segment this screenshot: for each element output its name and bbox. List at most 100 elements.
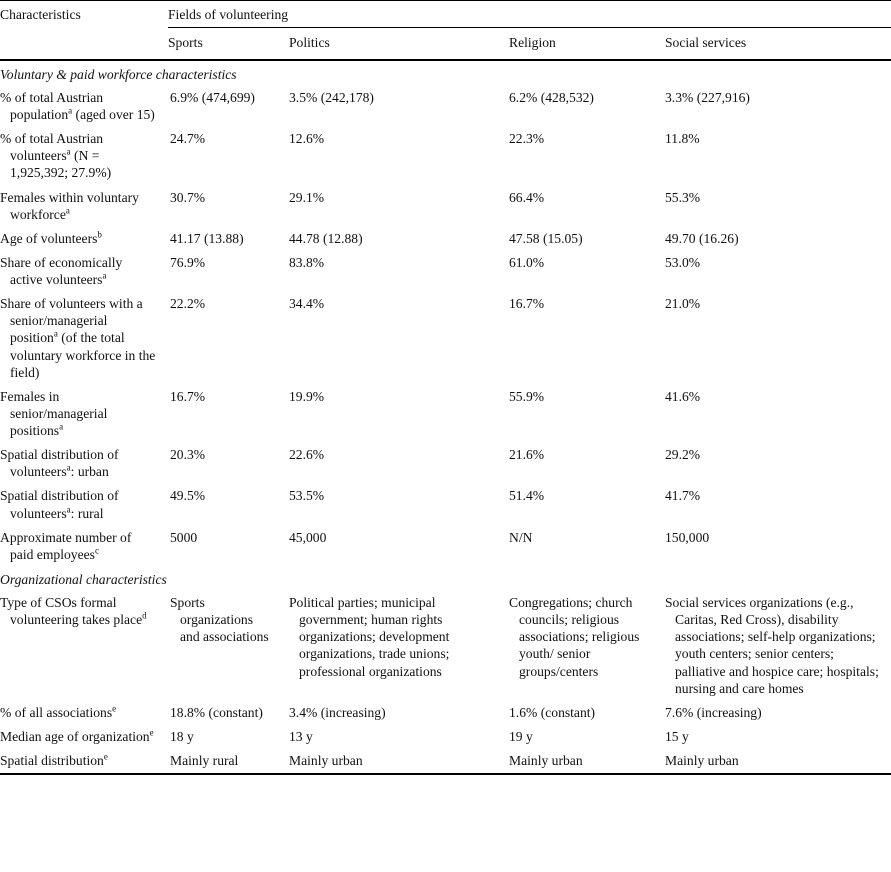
cell-value: 3.5% (242,178) bbox=[289, 89, 374, 105]
row-label-text: % of total Austrian volunteers bbox=[0, 131, 104, 164]
table-row: % of total Austrian volunteersa (N = 1,9… bbox=[0, 127, 891, 185]
cell-value: 18.8% (constant) bbox=[170, 704, 263, 720]
cell-value: Mainly urban bbox=[289, 753, 363, 768]
cell-value: Political parties; municipal government;… bbox=[289, 595, 450, 679]
table-row: Type of CSOs formal volunteering takes p… bbox=[0, 591, 891, 701]
cell-value: 21.0% bbox=[665, 296, 701, 312]
row-label-suffix: : urban bbox=[70, 464, 109, 480]
cell-value: 6.2% (428,532) bbox=[509, 89, 594, 105]
row-label-text: Females in senior/managerial positions bbox=[0, 388, 108, 438]
footnote-marker: e bbox=[149, 727, 154, 738]
cell-value: 41.17 (13.88) bbox=[170, 230, 244, 246]
cell-value: 15 y bbox=[665, 728, 689, 744]
row-label-text: % of all associations bbox=[0, 704, 113, 720]
row-label-text: Type of CSOs formal volunteering takes p… bbox=[0, 595, 143, 628]
cell-value: Mainly urban bbox=[509, 753, 583, 768]
column-header-row: Sports Politics Religion Social services bbox=[0, 27, 891, 62]
cell-value: 24.7% bbox=[170, 131, 206, 147]
row-label: Females within voluntary workforcea bbox=[0, 185, 168, 226]
cell-value: Mainly rural bbox=[170, 753, 239, 768]
cell-value: 53.5% bbox=[289, 488, 325, 504]
row-label-suffix: (of the total voluntary workforce in the… bbox=[10, 330, 156, 380]
column-header-religion: Religion bbox=[507, 27, 663, 62]
footnote-marker: d bbox=[142, 610, 147, 621]
cell-value: 22.2% bbox=[170, 296, 206, 312]
cell-value: 29.1% bbox=[289, 189, 325, 205]
cell-value: Congregations; church councils; religiou… bbox=[509, 595, 640, 679]
cell-value: 16.7% bbox=[170, 388, 206, 404]
row-label: % of all associationse bbox=[0, 700, 168, 724]
column-header-sports: Sports bbox=[168, 27, 287, 62]
cell-value: 3.4% (increasing) bbox=[289, 704, 386, 720]
section-title: Organizational characteristics bbox=[0, 572, 167, 588]
section-title: Voluntary & paid workforce characteristi… bbox=[0, 67, 237, 83]
cell-value: 66.4% bbox=[509, 189, 545, 205]
group-header-row: Characteristics Fields of volunteering bbox=[0, 0, 891, 62]
cell-value: 16.7% bbox=[509, 296, 545, 312]
cell-value: 19.9% bbox=[289, 388, 325, 404]
table-row: Spatial distribution of volunteersa: urb… bbox=[0, 443, 891, 484]
cell-value: 29.2% bbox=[665, 447, 701, 463]
cell-value: 83.8% bbox=[289, 254, 325, 270]
row-label: Females in senior/managerial positionsa bbox=[0, 384, 168, 442]
cell-value: 22.3% bbox=[509, 131, 545, 147]
table-row: Spatial distribution of volunteersa: rur… bbox=[0, 484, 891, 525]
row-label: Share of economically active volunteersa bbox=[0, 250, 168, 291]
cell-value: 18 y bbox=[170, 728, 194, 744]
cell-value: 41.7% bbox=[665, 488, 701, 504]
row-label-text: Females within voluntary workforce bbox=[0, 189, 139, 222]
row-label-text: Approximate number of paid employees bbox=[0, 529, 132, 562]
footnote-marker: a bbox=[53, 328, 58, 339]
cell-value: 22.6% bbox=[289, 447, 325, 463]
footnote-marker: a bbox=[102, 270, 107, 281]
cell-value: Mainly urban bbox=[665, 753, 739, 768]
footnote-marker: c bbox=[94, 545, 99, 556]
cell-value: 30.7% bbox=[170, 189, 206, 205]
cell-value: 6.9% (474,699) bbox=[170, 89, 255, 105]
cell-value: 49.70 (16.26) bbox=[665, 230, 739, 246]
footnote-marker: a bbox=[65, 205, 70, 216]
footnote-marker: a bbox=[59, 421, 64, 432]
table-row: Spatial distributione Mainly rural Mainly … bbox=[0, 749, 891, 774]
table-row: Share of volunteers with a senior/manage… bbox=[0, 292, 891, 385]
row-label-text: Age of volunteers bbox=[0, 230, 98, 246]
cell-value: 76.9% bbox=[170, 254, 206, 270]
characteristics-header: Characteristics bbox=[0, 0, 168, 62]
cell-value: 55.3% bbox=[665, 189, 701, 205]
table-row: Approximate number of paid employeesc 500… bbox=[0, 525, 891, 566]
table-header: Characteristics Fields of volunteering S… bbox=[0, 0, 891, 62]
table-row: Females in senior/managerial positionsa 1… bbox=[0, 384, 891, 442]
cell-value: 53.0% bbox=[665, 254, 701, 270]
column-header-politics: Politics bbox=[287, 27, 507, 62]
row-label-suffix: : rural bbox=[70, 505, 104, 521]
cell-value: 55.9% bbox=[509, 388, 545, 404]
row-label-suffix: (N = 1,925,392; 27.9%) bbox=[10, 148, 112, 181]
row-label-text: Median age of organization bbox=[0, 728, 150, 744]
table-row: Age of volunteersb 41.17 (13.88) 44.78 (12… bbox=[0, 226, 891, 250]
cell-value: 21.6% bbox=[509, 447, 545, 463]
cell-value: 41.6% bbox=[665, 388, 701, 404]
row-label: Spatial distribution of volunteersa: urb… bbox=[0, 443, 168, 484]
footnote-marker: e bbox=[103, 751, 108, 762]
row-label: % of total Austrian volunteersa (N = 1,9… bbox=[0, 127, 168, 185]
cell-value: 45,000 bbox=[289, 529, 327, 545]
row-label-text: % of total Austrian population bbox=[0, 89, 104, 122]
cell-value: 51.4% bbox=[509, 488, 545, 504]
row-label: Approximate number of paid employeesc bbox=[0, 525, 168, 566]
row-label: Share of volunteers with a senior/manage… bbox=[0, 292, 168, 385]
row-label-text: Share of volunteers with a senior/manage… bbox=[0, 296, 143, 346]
cell-value: 61.0% bbox=[509, 254, 545, 270]
row-label-text: Spatial distribution of volunteers bbox=[0, 447, 119, 480]
fields-of-volunteering-header: Fields of volunteering bbox=[168, 0, 891, 29]
cell-value: 34.4% bbox=[289, 296, 325, 312]
cell-value: 3.3% (227,916) bbox=[665, 89, 750, 105]
row-label: % of total Austrian populationa (aged ov… bbox=[0, 85, 168, 126]
footnote-marker: a bbox=[66, 146, 71, 157]
table-row: % of total Austrian populationa (aged ov… bbox=[0, 85, 891, 126]
section-row: Organizational characteristics bbox=[0, 566, 891, 590]
cell-value: 7.6% (increasing) bbox=[665, 704, 762, 720]
cell-value: 12.6% bbox=[289, 131, 325, 147]
cell-value: N/N bbox=[509, 529, 533, 545]
